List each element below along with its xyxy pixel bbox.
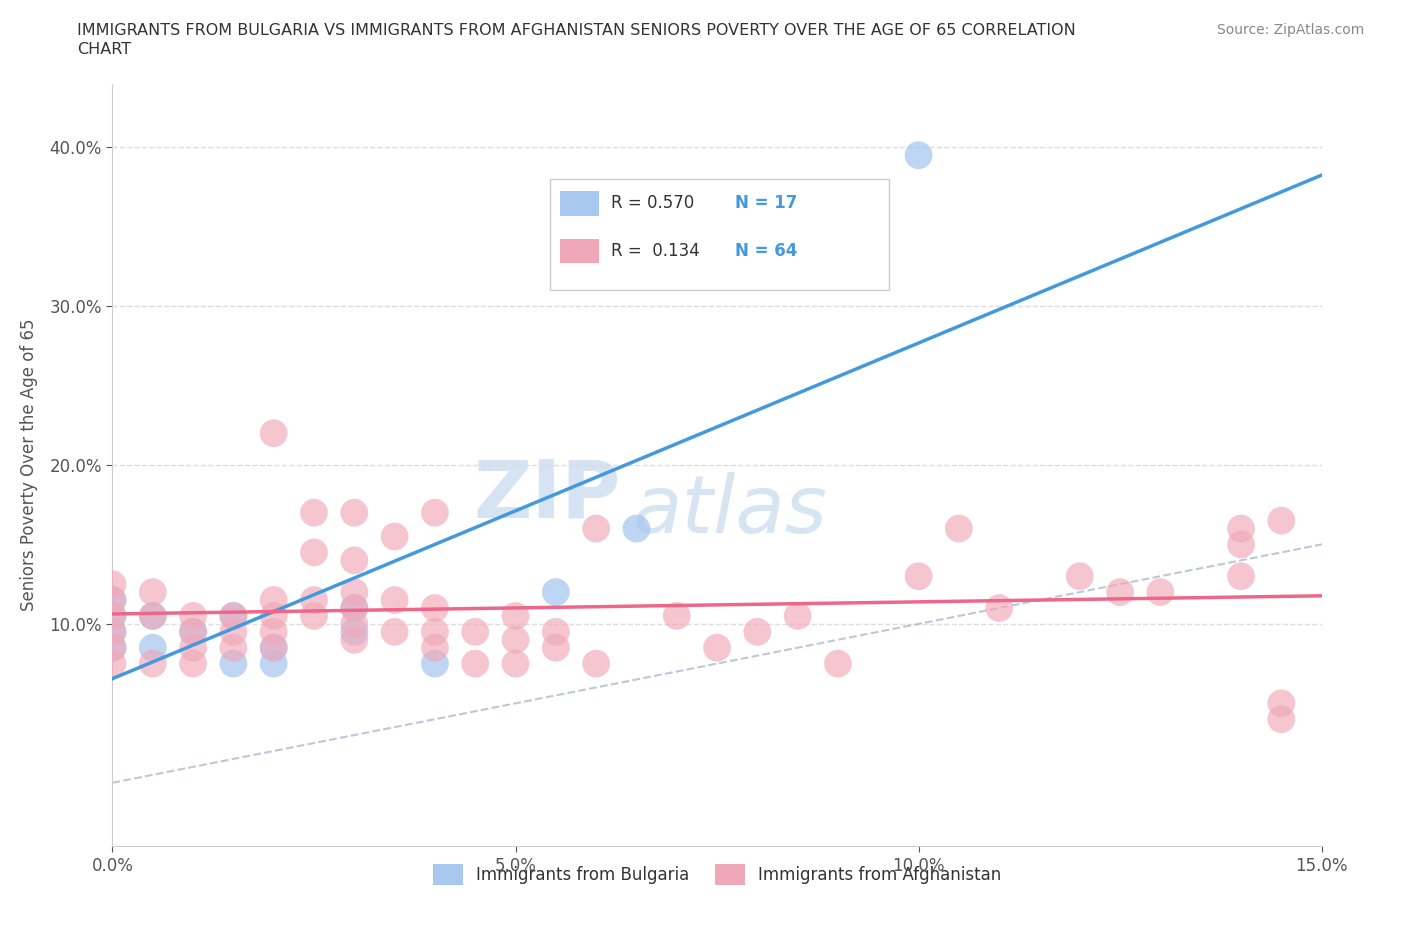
- Point: [142, 608, 165, 623]
- Point: [263, 657, 285, 671]
- Point: [464, 624, 486, 639]
- Text: R = 0.570: R = 0.570: [610, 194, 695, 212]
- Point: [1230, 537, 1253, 551]
- Point: [505, 608, 527, 623]
- Point: [1270, 711, 1292, 726]
- Point: [544, 624, 567, 639]
- Point: [384, 592, 406, 607]
- Text: N = 64: N = 64: [735, 242, 797, 259]
- Point: [101, 640, 124, 655]
- Point: [1230, 521, 1253, 536]
- Point: [706, 640, 728, 655]
- Point: [101, 624, 124, 639]
- Point: [142, 608, 165, 623]
- Point: [302, 545, 325, 560]
- Point: [263, 640, 285, 655]
- Point: [907, 148, 929, 163]
- Point: [181, 624, 204, 639]
- Point: [263, 426, 285, 441]
- Point: [343, 552, 366, 567]
- Point: [505, 657, 527, 671]
- Point: [827, 657, 849, 671]
- Point: [101, 592, 124, 607]
- Y-axis label: Seniors Poverty Over the Age of 65: Seniors Poverty Over the Age of 65: [21, 319, 38, 611]
- Point: [343, 617, 366, 631]
- Point: [464, 657, 486, 671]
- Point: [222, 608, 245, 623]
- Point: [101, 640, 124, 655]
- Legend: Immigrants from Bulgaria, Immigrants from Afghanistan: Immigrants from Bulgaria, Immigrants fro…: [426, 857, 1008, 891]
- Point: [142, 585, 165, 600]
- Point: [585, 657, 607, 671]
- Point: [181, 640, 204, 655]
- Point: [505, 632, 527, 647]
- Point: [181, 608, 204, 623]
- Point: [585, 521, 607, 536]
- Point: [384, 624, 406, 639]
- Point: [786, 608, 808, 623]
- Point: [423, 505, 446, 520]
- Point: [263, 640, 285, 655]
- Point: [544, 585, 567, 600]
- Point: [343, 624, 366, 639]
- Point: [101, 608, 124, 623]
- Bar: [560, 238, 599, 263]
- Point: [423, 601, 446, 616]
- Point: [343, 632, 366, 647]
- Point: [1230, 569, 1253, 584]
- Point: [423, 657, 446, 671]
- Point: [302, 592, 325, 607]
- Point: [747, 624, 769, 639]
- Point: [544, 640, 567, 655]
- Point: [302, 505, 325, 520]
- Point: [1069, 569, 1091, 584]
- Text: ZIP: ZIP: [472, 457, 620, 535]
- Bar: [560, 192, 599, 216]
- Point: [343, 601, 366, 616]
- Point: [263, 608, 285, 623]
- Point: [343, 585, 366, 600]
- Text: N = 17: N = 17: [735, 194, 797, 212]
- Point: [222, 640, 245, 655]
- Point: [263, 592, 285, 607]
- Point: [626, 521, 648, 536]
- Text: CHART: CHART: [77, 42, 131, 57]
- Point: [222, 624, 245, 639]
- Point: [423, 640, 446, 655]
- Point: [142, 657, 165, 671]
- Point: [101, 592, 124, 607]
- Point: [263, 624, 285, 639]
- Point: [423, 624, 446, 639]
- Point: [343, 601, 366, 616]
- Point: [907, 569, 929, 584]
- Point: [222, 608, 245, 623]
- Point: [222, 657, 245, 671]
- Point: [384, 529, 406, 544]
- Point: [142, 640, 165, 655]
- Point: [101, 577, 124, 591]
- Text: Source: ZipAtlas.com: Source: ZipAtlas.com: [1216, 23, 1364, 37]
- FancyBboxPatch shape: [550, 179, 889, 289]
- Point: [1270, 513, 1292, 528]
- Point: [1149, 585, 1171, 600]
- Point: [988, 601, 1011, 616]
- Point: [1270, 696, 1292, 711]
- Text: atlas: atlas: [633, 472, 827, 550]
- Point: [343, 505, 366, 520]
- Point: [665, 608, 688, 623]
- Point: [302, 608, 325, 623]
- Point: [181, 624, 204, 639]
- Point: [1109, 585, 1132, 600]
- Text: R =  0.134: R = 0.134: [610, 242, 699, 259]
- Point: [948, 521, 970, 536]
- Text: IMMIGRANTS FROM BULGARIA VS IMMIGRANTS FROM AFGHANISTAN SENIORS POVERTY OVER THE: IMMIGRANTS FROM BULGARIA VS IMMIGRANTS F…: [77, 23, 1076, 38]
- Point: [101, 624, 124, 639]
- Point: [181, 657, 204, 671]
- Point: [101, 608, 124, 623]
- Point: [101, 657, 124, 671]
